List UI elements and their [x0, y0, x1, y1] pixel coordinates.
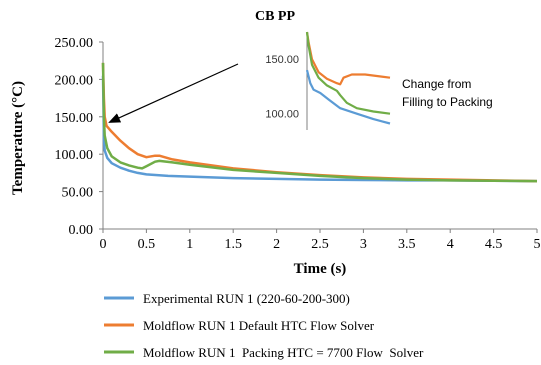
annotation-text: Change from Filling to Packing: [402, 77, 493, 109]
inset-tick-labels: 100.00 150.00: [265, 54, 299, 120]
legend-label-3: Moldflow RUN 1 Packing HTC = 7700 Flow S…: [143, 345, 424, 360]
inset-series-line-2: [305, 31, 391, 86]
y-tick-label: 250.00: [55, 36, 94, 51]
x-tick-label: 3: [360, 237, 367, 252]
inset-chart: 100.00 150.00: [265, 31, 391, 130]
series-line-1: [101, 75, 538, 183]
annotation-arrow: [108, 63, 239, 123]
y-tick-label: 100.00: [55, 148, 94, 163]
x-tick-labels: 0 0.5 1 1.5 2 2.5 3 3.5 4 4.5 5: [100, 229, 541, 252]
x-tick-label: 5: [534, 237, 541, 252]
x-tick-label: 2: [273, 237, 280, 252]
y-tick-label: 0.00: [69, 223, 94, 238]
legend-label-1: Experimental RUN 1 (220-60-200-300): [143, 291, 350, 306]
y-tick-label: 50.00: [62, 186, 94, 201]
annotation-line-1: Change from: [402, 77, 471, 91]
legend: Experimental RUN 1 (220-60-200-300) Moldf…: [104, 291, 424, 360]
legend-label-2: Moldflow RUN 1 Default HTC Flow Solver: [143, 318, 375, 333]
inset-series-line-3: [305, 31, 391, 115]
x-tick-label: 4: [447, 237, 454, 252]
x-tick-label: 1.5: [224, 237, 242, 252]
inset-y-tick-label: 100.00: [265, 109, 299, 121]
x-tick-label: 4.5: [485, 237, 503, 252]
series-line-3: [101, 62, 538, 183]
x-tick-label: 0: [100, 237, 107, 252]
y-tick-labels: 0.00 50.00 100.00 150.00 200.00 250.00: [55, 36, 103, 238]
x-tick-label: 3.5: [398, 237, 416, 252]
chart-title: CB PP: [255, 9, 296, 24]
x-tick-label: 2.5: [311, 237, 329, 252]
series-lines: [101, 62, 538, 183]
inset-series-line-1: [305, 69, 391, 125]
x-axis-label: Time (s): [294, 261, 347, 277]
y-axis-label: Temperature (°C): [10, 81, 26, 195]
inset-y-tick-label: 150.00: [265, 54, 299, 66]
x-tick-label: 0.5: [138, 237, 156, 252]
y-tick-label: 200.00: [55, 73, 94, 88]
x-tick-label: 1: [186, 237, 193, 252]
annotation-line-2: Filling to Packing: [402, 95, 493, 109]
inset-series-lines: [305, 31, 391, 125]
y-tick-label: 150.00: [55, 111, 94, 126]
